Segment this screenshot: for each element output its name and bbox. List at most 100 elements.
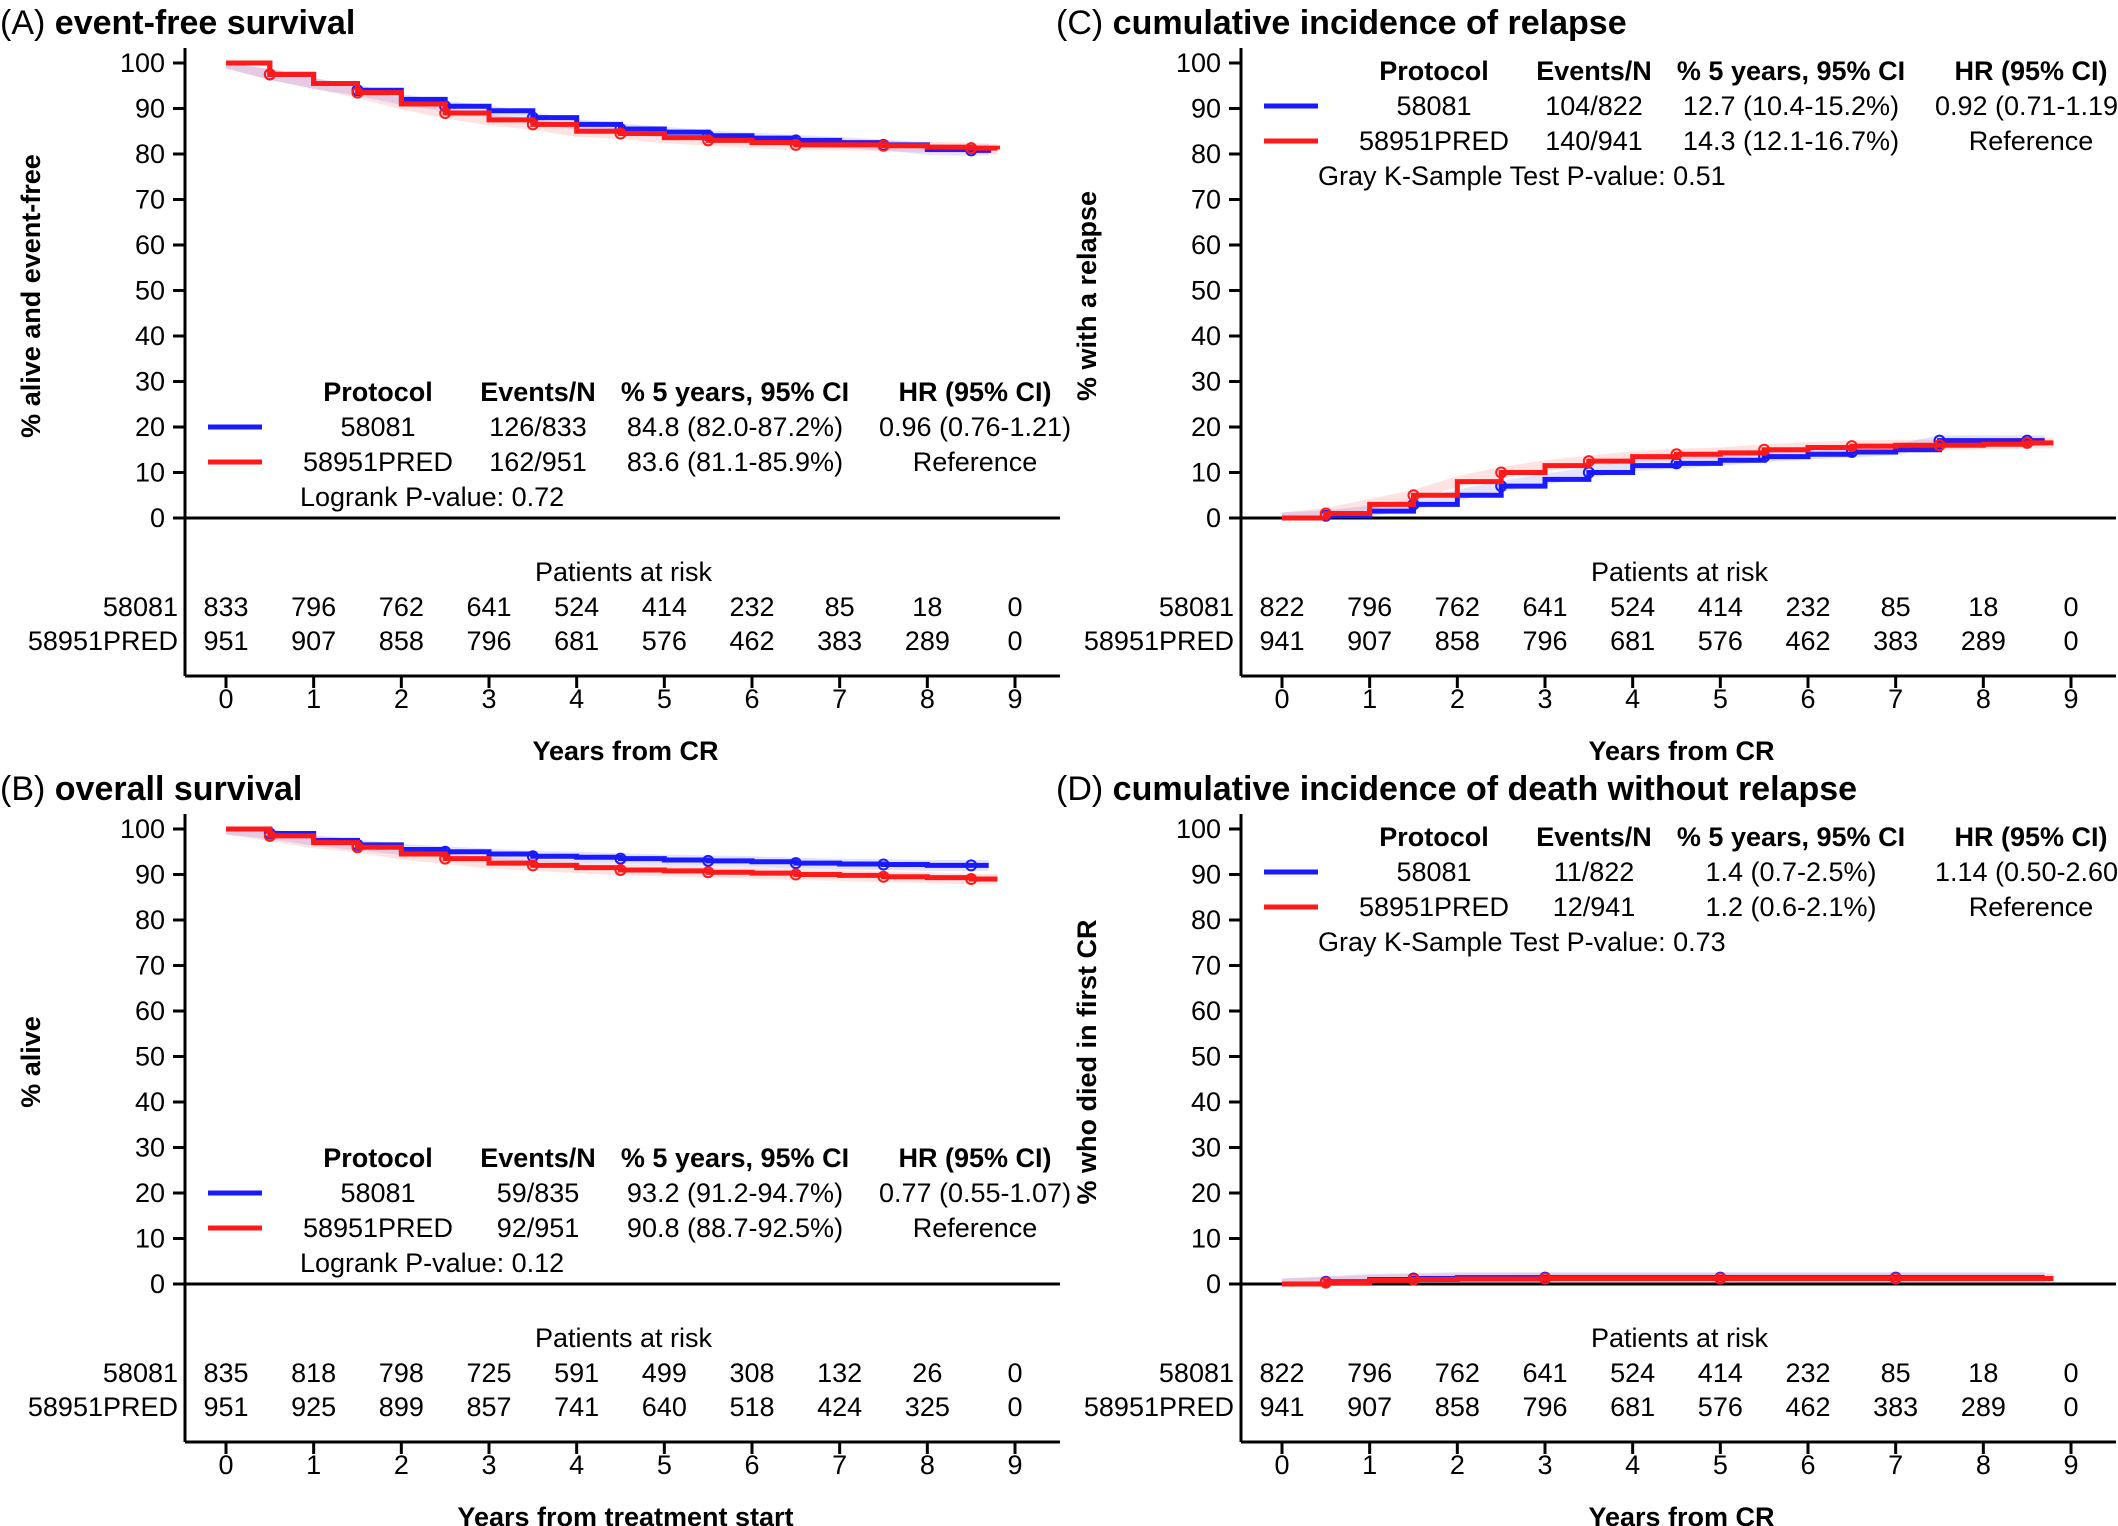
risk-row-label: 58951PRED	[28, 626, 178, 656]
y-tick-label: 10	[135, 1224, 165, 1254]
y-tick-label: 100	[120, 48, 165, 78]
risk-value: 26	[912, 1358, 942, 1388]
risk-row-label: 58081	[1159, 1358, 1234, 1388]
risk-value: 0	[2063, 1358, 2078, 1388]
legend-pct: 93.2 (91.2-94.7%)	[627, 1178, 843, 1208]
x-tick-label: 9	[2063, 684, 2078, 714]
risk-value: 85	[825, 592, 855, 622]
legend-events: 92/951	[497, 1213, 580, 1243]
risk-value: 741	[554, 1392, 599, 1422]
x-tick-label: 3	[1537, 1450, 1552, 1480]
x-tick-label: 0	[218, 684, 233, 714]
y-tick-label: 0	[150, 503, 165, 533]
risk-value: 833	[203, 592, 248, 622]
risk-value: 796	[1522, 626, 1567, 656]
y-tick-label: 0	[1206, 503, 1221, 533]
x-tick-label: 9	[1007, 1450, 1022, 1480]
risk-value: 0	[1007, 626, 1022, 656]
legend-events: 59/835	[497, 1178, 580, 1208]
risk-value: 858	[1435, 626, 1480, 656]
x-tick-label: 5	[657, 684, 672, 714]
x-tick-label: 0	[218, 1450, 233, 1480]
risk-value: 232	[729, 592, 774, 622]
legend-header: % 5 years, 95% CI	[1677, 56, 1905, 86]
risk-value: 232	[1785, 592, 1830, 622]
x-tick-label: 1	[306, 1450, 321, 1480]
x-tick-label: 5	[657, 1450, 672, 1480]
risk-value: 822	[1259, 1358, 1304, 1388]
y-tick-label: 10	[1191, 458, 1221, 488]
series-line-58951PRED	[1282, 1276, 2054, 1287]
censor-marker	[263, 68, 276, 81]
legend-test-pvalue: Logrank P-value: 0.12	[300, 1248, 564, 1278]
legend-hr: Reference	[913, 1213, 1038, 1243]
x-tick-label: 1	[1362, 1450, 1377, 1480]
legend-header: Events/N	[480, 1143, 596, 1173]
risk-value: 462	[1785, 1392, 1830, 1422]
y-tick-label: 30	[135, 1133, 165, 1163]
y-tick-label: 20	[135, 1178, 165, 1208]
x-tick-label: 0	[1274, 1450, 1289, 1480]
legend-protocol: 58081	[340, 412, 415, 442]
x-tick-label: 7	[1888, 684, 1903, 714]
censor-marker	[1319, 1276, 1332, 1289]
y-tick-label: 80	[135, 139, 165, 169]
y-tick-label: 20	[1191, 412, 1221, 442]
censor-marker	[1845, 440, 1858, 453]
risk-value: 796	[291, 592, 336, 622]
censor-marker	[1889, 1272, 1902, 1285]
censor-marker	[877, 858, 890, 871]
legend-protocol: 58081	[340, 1178, 415, 1208]
y-tick-label: 90	[135, 94, 165, 124]
risk-row-label: 58951PRED	[28, 1392, 178, 1422]
censor-marker	[614, 127, 627, 140]
risk-value: 641	[1522, 1358, 1567, 1388]
x-tick-label: 8	[920, 684, 935, 714]
risk-value: 462	[729, 626, 774, 656]
x-axis-label: Years from treatment start	[457, 1502, 793, 1526]
y-tick-label: 80	[1191, 905, 1221, 935]
risk-value: 822	[1259, 592, 1304, 622]
y-tick-label: 50	[1191, 276, 1221, 306]
y-tick-label: 30	[1191, 1133, 1221, 1163]
legend-header: % 5 years, 95% CI	[621, 1143, 849, 1173]
legend-events: 11/822	[1554, 857, 1635, 887]
risk-value: 725	[466, 1358, 511, 1388]
censor-marker	[263, 829, 276, 842]
legend-pct: 83.6 (81.1-85.9%)	[627, 447, 843, 477]
risk-value: 907	[291, 626, 336, 656]
censor-marker	[526, 859, 539, 872]
panel-title: (D) cumulative incidence of death withou…	[1056, 770, 1857, 808]
legend-protocol: 58081	[1396, 857, 1471, 887]
legend-pct: 1.4 (0.7-2.5%)	[1705, 857, 1876, 887]
censor-marker	[1407, 1273, 1420, 1286]
y-tick-label: 20	[1191, 1178, 1221, 1208]
x-tick-label: 2	[394, 684, 409, 714]
y-tick-label: 90	[1191, 94, 1221, 124]
y-tick-label: 50	[135, 1042, 165, 1072]
x-tick-label: 3	[481, 684, 496, 714]
legend-pct: 12.7 (10.4-15.2%)	[1683, 91, 1899, 121]
risk-value: 325	[905, 1392, 950, 1422]
y-tick-label: 40	[135, 321, 165, 351]
censor-marker	[965, 873, 978, 886]
risk-value: 462	[1785, 626, 1830, 656]
legend-header: Events/N	[1536, 56, 1652, 86]
censor-marker	[789, 138, 802, 151]
risk-value: 289	[905, 626, 950, 656]
y-tick-label: 10	[135, 458, 165, 488]
risk-value: 524	[1610, 1358, 1655, 1388]
legend-events: 162/951	[489, 447, 587, 477]
x-axis-label: Years from CR	[1588, 1502, 1774, 1526]
legend-hr: 0.92 (0.71-1.19)	[1935, 91, 2118, 121]
censor-marker	[351, 841, 364, 854]
y-axis-label: % with a relapse	[1072, 191, 1102, 401]
y-tick-label: 30	[1191, 367, 1221, 397]
risk-value: 576	[1698, 1392, 1743, 1422]
series-line-58951PRED	[226, 826, 998, 882]
x-tick-label: 1	[306, 684, 321, 714]
legend-header: Events/N	[480, 377, 596, 407]
legend-header: % 5 years, 95% CI	[1677, 822, 1905, 852]
x-tick-label: 8	[1976, 684, 1991, 714]
x-tick-label: 9	[1007, 684, 1022, 714]
